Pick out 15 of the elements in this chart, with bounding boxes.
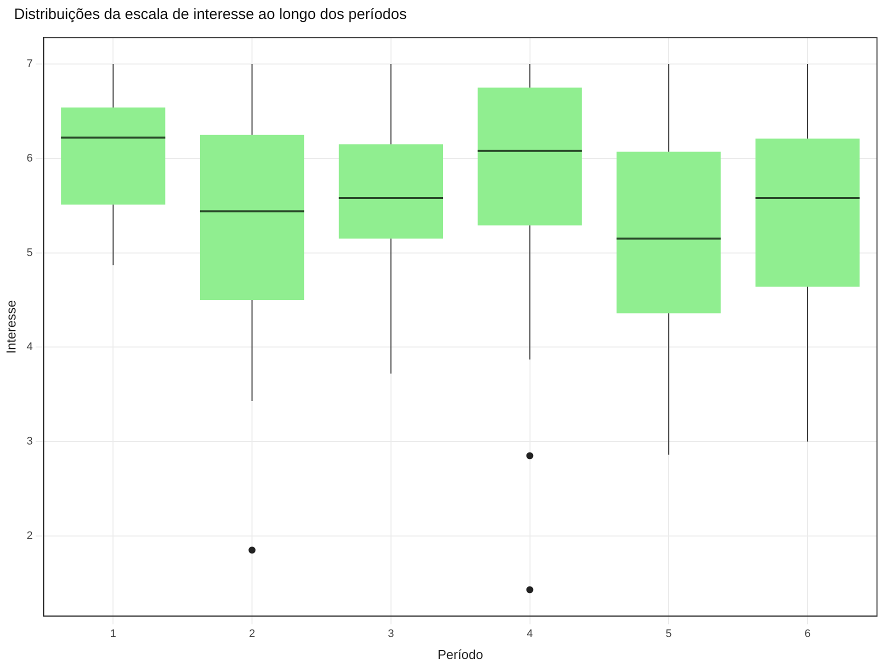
y-axis-title: Interesse (3, 300, 18, 354)
y-tick-label: 4 (26, 341, 33, 354)
y-tick-label: 5 (26, 246, 33, 259)
x-tick-label: 3 (388, 628, 394, 640)
x-tick-label: 6 (804, 628, 811, 640)
chart-title: Distribuições da escala de interesse ao longo dos períodos (14, 6, 407, 23)
x-axis-title: Período (438, 646, 484, 662)
y-tick-label: 7 (26, 58, 33, 70)
x-tick-label: 2 (248, 628, 256, 640)
y-tick-label: 2 (26, 530, 33, 542)
y-tick-label: 3 (26, 436, 33, 448)
x-tick-label: 4 (526, 628, 533, 640)
x-tick-label: 1 (110, 628, 116, 640)
x-tick-label: 5 (666, 628, 672, 640)
y-tick-label: 6 (26, 152, 33, 164)
